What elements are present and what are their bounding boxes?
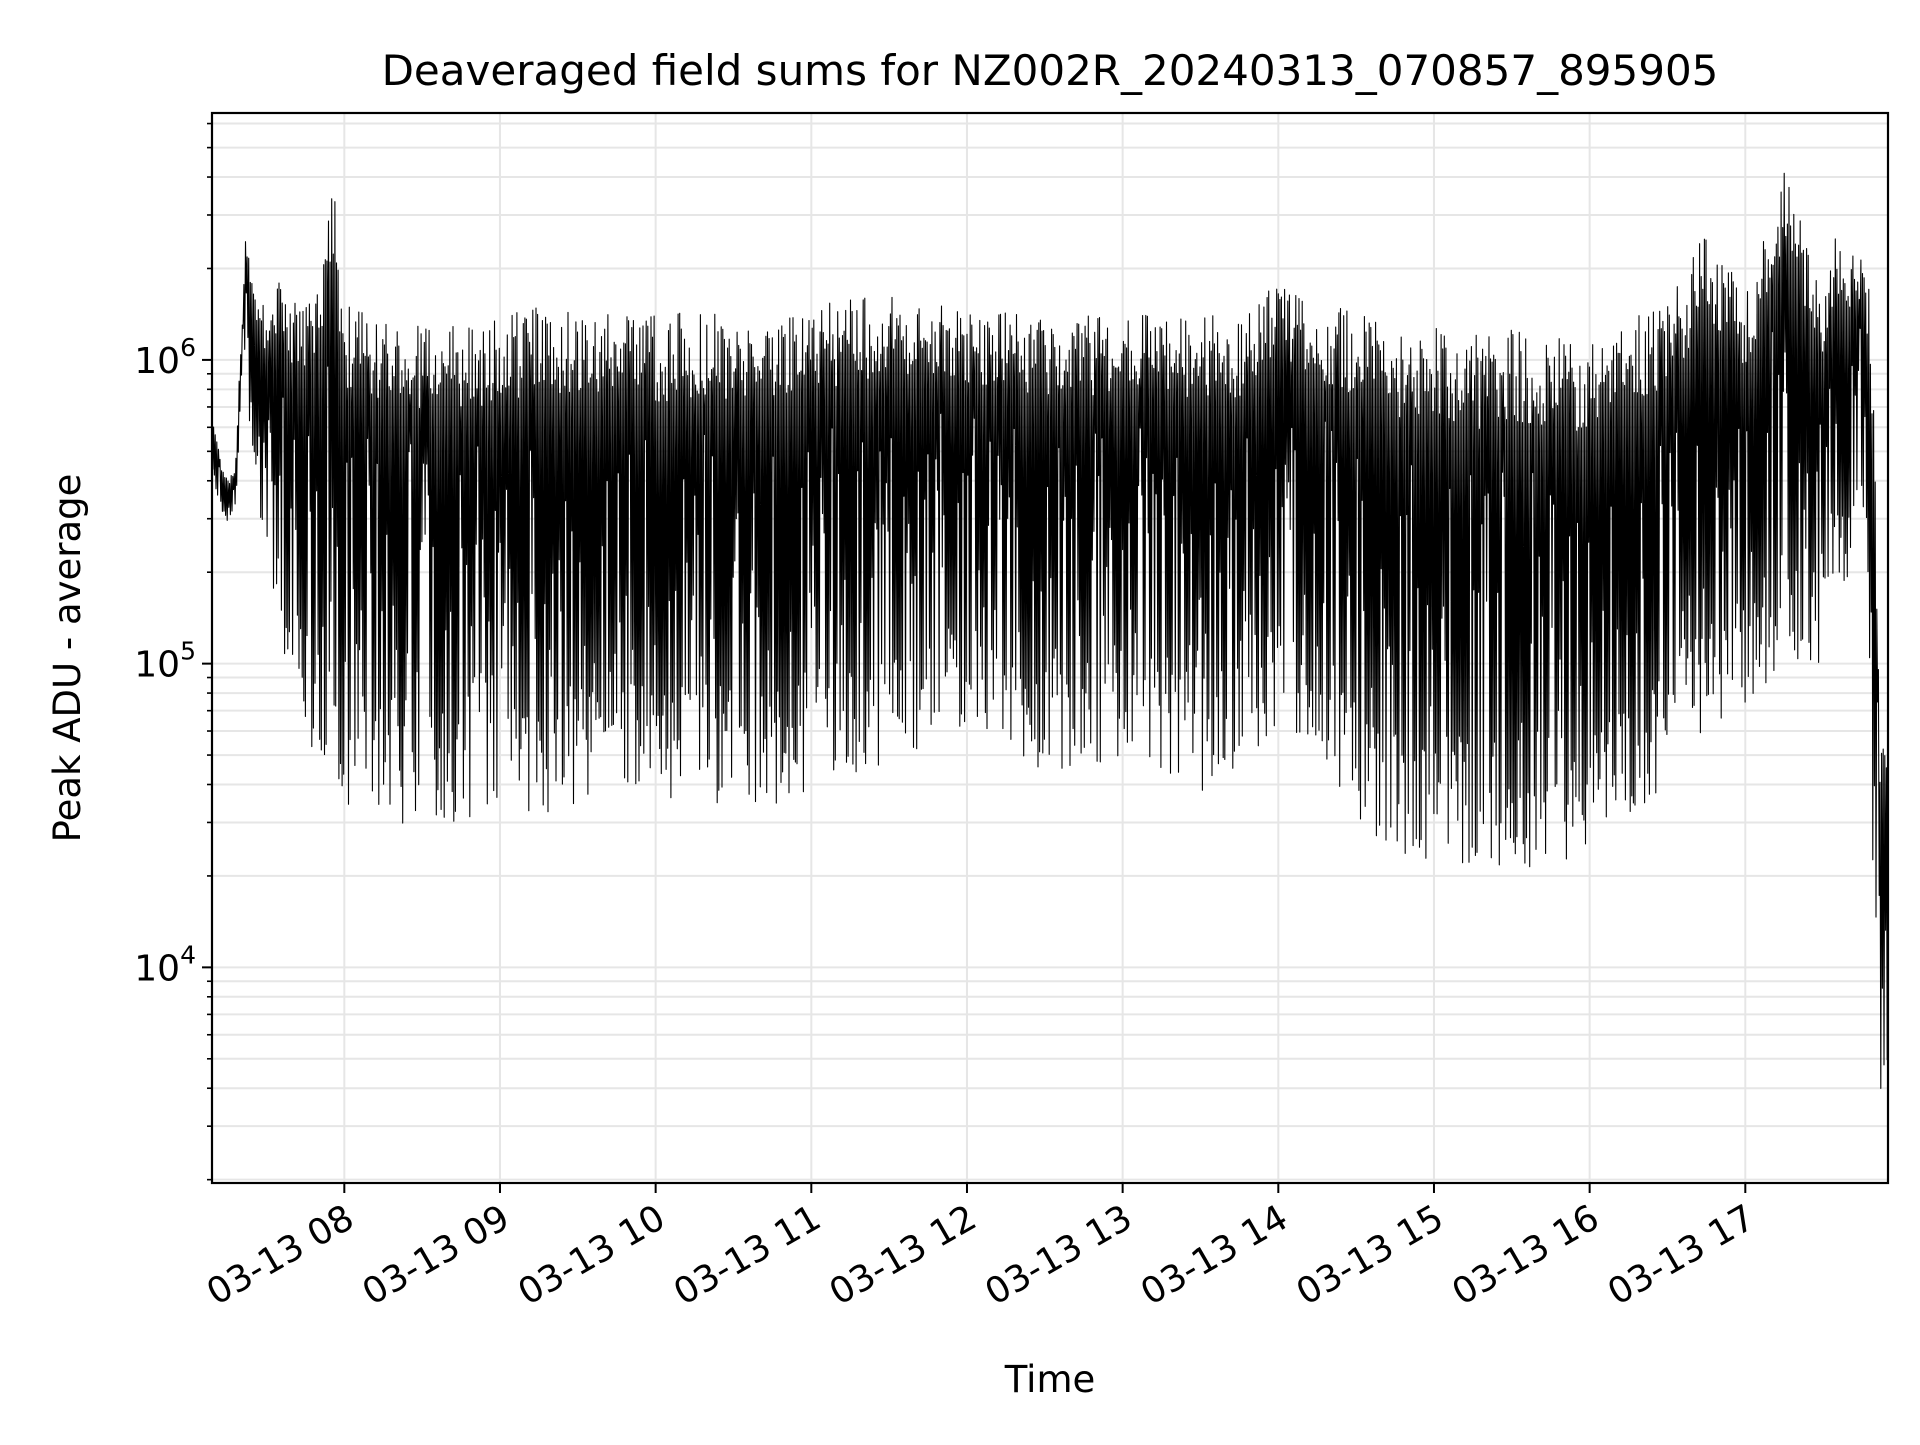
y-tick-label: 104 bbox=[134, 940, 196, 989]
data-series-line bbox=[211, 172, 1889, 1089]
y-tick-label: 106 bbox=[134, 333, 196, 382]
plot-frame bbox=[210, 111, 1890, 1185]
x-axis-label: Time bbox=[1004, 1358, 1096, 1401]
data-series bbox=[211, 172, 1889, 1089]
y-tick-label: 105 bbox=[134, 637, 196, 686]
y-axis-label: Peak ADU - average bbox=[46, 474, 89, 843]
chart-title: Deaveraged field sums for NZ002R_2024031… bbox=[382, 46, 1719, 95]
